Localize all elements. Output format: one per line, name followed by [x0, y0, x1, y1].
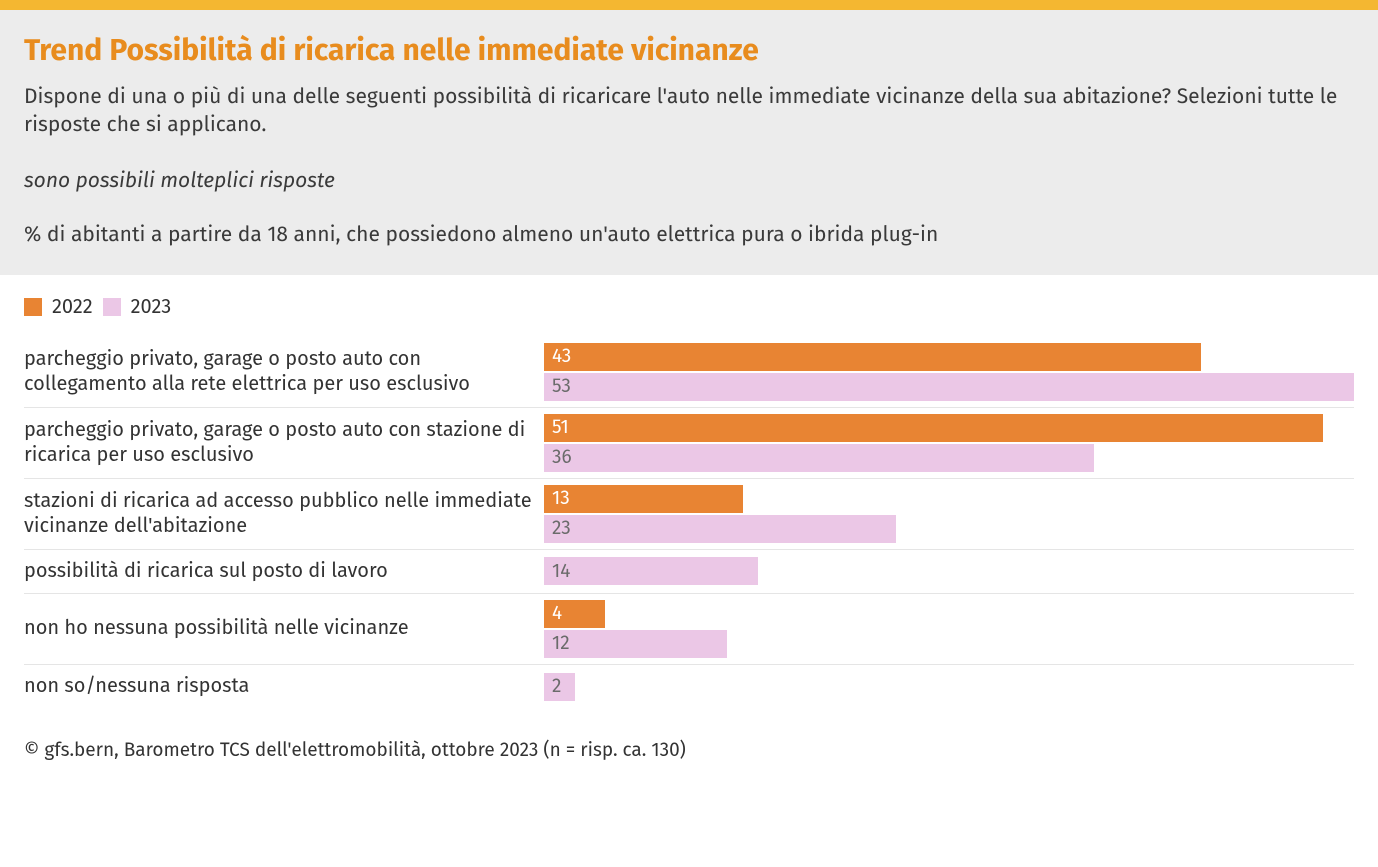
bar-line: 43: [544, 343, 1354, 371]
chart-area: 2022 2023 parcheggio privato, garage o po…: [0, 275, 1378, 719]
row-bars: 5136: [544, 414, 1354, 472]
bar-row: non ho nessuna possibilità nelle vicinan…: [24, 594, 1354, 665]
bar-line: 36: [544, 444, 1354, 472]
row-bars: 14: [544, 557, 1354, 585]
bar-segment: 4: [544, 600, 605, 628]
row-label: parcheggio privato, garage o posto auto …: [24, 347, 544, 397]
bar-row: stazioni di ricarica ad accesso pubblico…: [24, 479, 1354, 550]
top-accent-bar: [0, 0, 1378, 10]
row-label: non ho nessuna possibilità nelle vicinan…: [24, 616, 544, 641]
row-bars: 4353: [544, 343, 1354, 401]
row-bars: 412: [544, 600, 1354, 658]
header-block: Trend Possibilità di ricarica nelle imme…: [0, 10, 1378, 275]
bar-row: non so/nessuna risposta2: [24, 665, 1354, 709]
legend-label: 2023: [131, 295, 172, 319]
row-label: parcheggio privato, garage o posto auto …: [24, 418, 544, 468]
bar-row: parcheggio privato, garage o posto auto …: [24, 337, 1354, 408]
bar-line: 12: [544, 630, 1354, 658]
bar-line: 23: [544, 515, 1354, 543]
bar-segment: 43: [544, 343, 1201, 371]
bar-line: 4: [544, 600, 1354, 628]
row-label: stazioni di ricarica ad accesso pubblico…: [24, 489, 544, 539]
bar-segment: 51: [544, 414, 1323, 442]
bar-row: possibilità di ricarica sul posto di lav…: [24, 550, 1354, 594]
chart-footer: © gfs.bern, Barometro TCS dell'elettromo…: [0, 719, 1378, 786]
row-bars: 2: [544, 673, 1354, 701]
bar-segment: 53: [544, 373, 1354, 401]
legend-label: 2022: [52, 295, 93, 319]
bar-line: 51: [544, 414, 1354, 442]
row-bars: 1323: [544, 485, 1354, 543]
chart-note-italic: sono possibili molteplici risposte: [24, 167, 1354, 193]
chart-subtitle: Dispone di una o più di una delle seguen…: [24, 82, 1354, 139]
legend-swatch: [24, 298, 42, 316]
row-label: possibilità di ricarica sul posto di lav…: [24, 559, 544, 584]
bar-line: 14: [544, 557, 1354, 585]
bar-segment: 2: [544, 673, 575, 701]
bar-line: 53: [544, 373, 1354, 401]
legend: 2022 2023: [24, 295, 1354, 319]
legend-swatch: [103, 298, 121, 316]
bar-row: parcheggio privato, garage o posto auto …: [24, 408, 1354, 479]
bar-segment: 13: [544, 485, 743, 513]
bar-line: 13: [544, 485, 1354, 513]
row-label: non so/nessuna risposta: [24, 674, 544, 699]
bar-rows: parcheggio privato, garage o posto auto …: [24, 337, 1354, 709]
bar-line: 2: [544, 673, 1354, 701]
bar-segment: 14: [544, 557, 758, 585]
bar-segment: 23: [544, 515, 896, 543]
bar-segment: 36: [544, 444, 1094, 472]
chart-title: Trend Possibilità di ricarica nelle imme…: [24, 32, 1354, 68]
bar-segment: 12: [544, 630, 727, 658]
chart-note: % di abitanti a partire da 18 anni, che …: [24, 221, 1354, 247]
